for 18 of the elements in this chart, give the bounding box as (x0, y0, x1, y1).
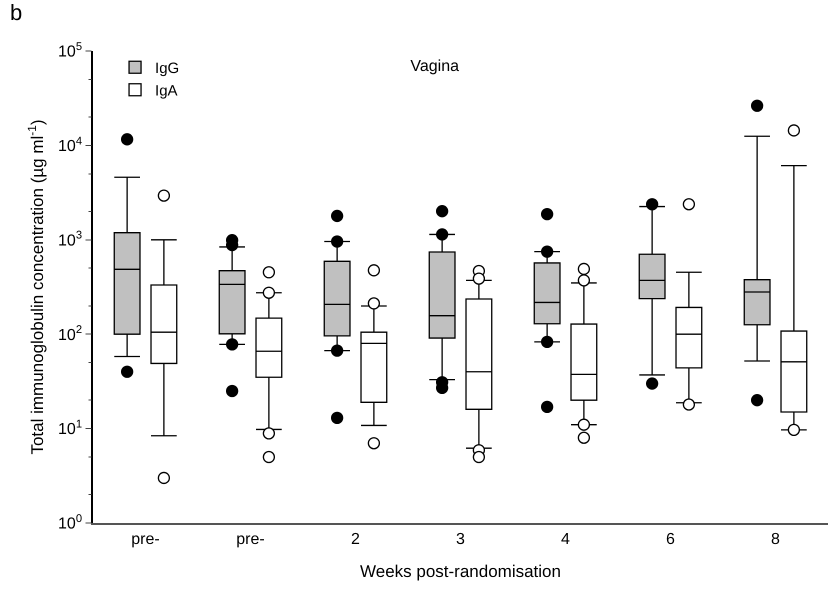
y-tick-label: 10$^{3}$ (58, 230, 82, 250)
y-tick-label: 10$^{0}$ (58, 512, 82, 533)
x-axis-title: Weeks post-randomisation (360, 562, 561, 582)
x-tick-label: 4 (561, 531, 570, 548)
x-tick-label: 6 (666, 531, 676, 548)
x-tick-label: pre- (131, 531, 160, 548)
text: b (10, 0, 22, 25)
legend-label: IgG (155, 60, 180, 78)
x-tick-label: pre- (236, 531, 265, 548)
y-tick-label: 10$^{5}$ (58, 40, 82, 61)
chart-title: Vagina (410, 58, 460, 76)
y-tick-label: 10$^{1}$ (58, 418, 82, 438)
y-tick-label: 10$^{2}$ (58, 324, 82, 344)
legend-label: IgA (155, 82, 178, 100)
x-tick-label: 2 (351, 531, 360, 548)
x-tick-label: 8 (771, 531, 780, 548)
x-tick-label: 3 (456, 531, 466, 548)
y-tick-label: 10$^{4}$ (58, 135, 82, 155)
